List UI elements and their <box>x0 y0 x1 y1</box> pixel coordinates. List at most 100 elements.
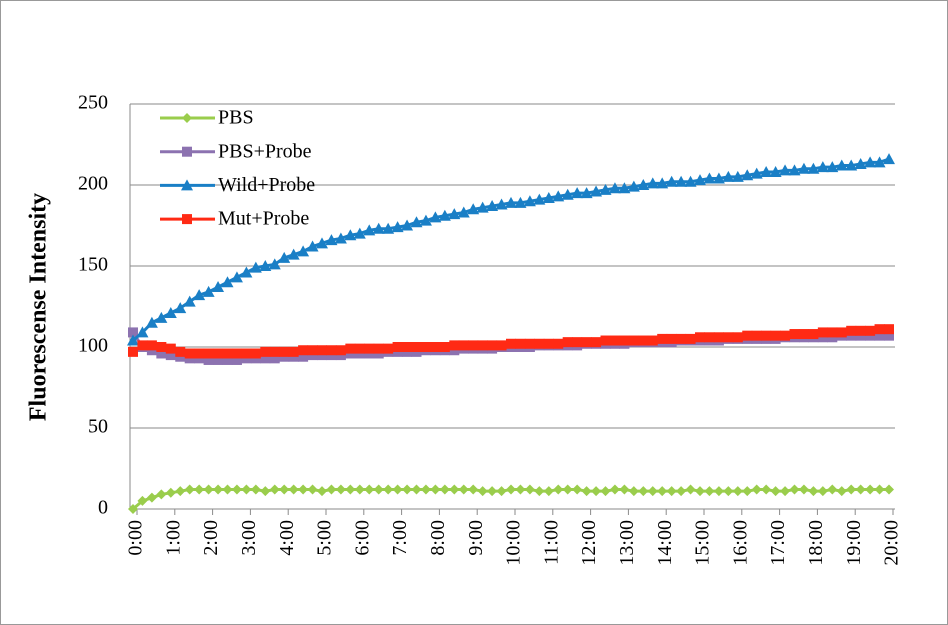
marker <box>411 484 422 495</box>
marker <box>287 248 300 260</box>
marker <box>600 486 611 497</box>
marker <box>391 221 404 233</box>
marker <box>874 324 885 335</box>
marker <box>468 484 479 495</box>
x-tick-label: 10:00 <box>503 520 525 566</box>
marker <box>297 245 310 257</box>
marker <box>713 332 724 343</box>
marker <box>657 486 668 497</box>
marker <box>334 232 347 244</box>
x-tick-label: 16:00 <box>729 520 751 566</box>
marker <box>402 484 413 495</box>
marker <box>439 484 450 495</box>
marker <box>165 487 176 498</box>
marker <box>865 484 876 495</box>
marker <box>808 329 819 340</box>
marker <box>279 484 290 495</box>
marker <box>713 486 724 497</box>
marker <box>542 191 555 203</box>
marker <box>609 335 620 346</box>
marker <box>817 486 828 497</box>
marker <box>345 484 356 495</box>
marker <box>222 484 233 495</box>
marker <box>212 281 225 293</box>
marker <box>222 348 233 359</box>
marker <box>221 276 234 288</box>
marker <box>250 348 261 359</box>
marker <box>175 486 186 497</box>
marker <box>854 157 867 169</box>
marker <box>326 345 337 356</box>
marker <box>855 484 866 495</box>
marker <box>647 335 658 346</box>
marker <box>420 484 431 495</box>
marker <box>269 346 280 357</box>
marker <box>194 348 205 359</box>
legend-marker <box>181 179 193 191</box>
marker <box>410 216 423 228</box>
marker <box>468 340 479 351</box>
marker <box>354 343 365 354</box>
marker <box>836 486 847 497</box>
marker <box>249 261 262 273</box>
marker <box>722 170 735 182</box>
marker <box>298 484 309 495</box>
marker <box>136 326 149 338</box>
marker <box>816 161 829 173</box>
legend-marker <box>182 113 192 123</box>
marker <box>373 343 384 354</box>
legend-label: Wild+Probe <box>218 174 315 196</box>
marker <box>780 486 791 497</box>
marker <box>666 486 677 497</box>
marker <box>231 348 242 359</box>
marker <box>156 342 167 352</box>
marker <box>240 266 253 278</box>
marker <box>676 333 687 344</box>
marker <box>231 354 242 365</box>
marker <box>571 187 584 199</box>
marker <box>486 200 499 212</box>
marker <box>259 260 272 271</box>
y-tick-label: 100 <box>78 335 108 357</box>
marker <box>203 484 214 495</box>
x-tick-label: 4:00 <box>276 520 298 556</box>
marker <box>884 330 894 341</box>
marker <box>581 486 592 497</box>
marker <box>260 486 271 497</box>
x-tick-label: 19:00 <box>843 520 865 566</box>
marker <box>780 330 791 341</box>
marker <box>534 338 545 349</box>
marker <box>476 201 489 213</box>
marker <box>770 486 781 497</box>
marker <box>731 170 744 182</box>
marker <box>561 188 574 200</box>
marker <box>846 484 857 495</box>
marker <box>383 484 394 495</box>
marker <box>580 187 593 199</box>
marker <box>241 348 252 359</box>
marker <box>723 332 734 343</box>
x-tick-label: 8:00 <box>427 520 449 556</box>
marker <box>457 206 470 218</box>
marker <box>761 330 772 341</box>
marker <box>703 172 716 184</box>
marker <box>533 193 546 205</box>
marker <box>656 177 669 189</box>
marker <box>230 271 243 283</box>
marker <box>751 330 762 341</box>
series <box>128 484 894 514</box>
marker <box>250 484 261 495</box>
marker <box>487 486 498 497</box>
marker <box>174 302 187 314</box>
marker <box>487 340 498 351</box>
marker <box>184 484 195 495</box>
marker <box>562 484 573 495</box>
marker <box>675 175 688 187</box>
legend-label: Mut+Probe <box>218 208 309 230</box>
legend-label: PBS+Probe <box>218 140 312 162</box>
x-tick-label: 14:00 <box>654 520 676 566</box>
legend-marker <box>182 146 192 157</box>
marker <box>335 484 346 495</box>
series <box>127 153 895 346</box>
marker <box>165 343 176 354</box>
